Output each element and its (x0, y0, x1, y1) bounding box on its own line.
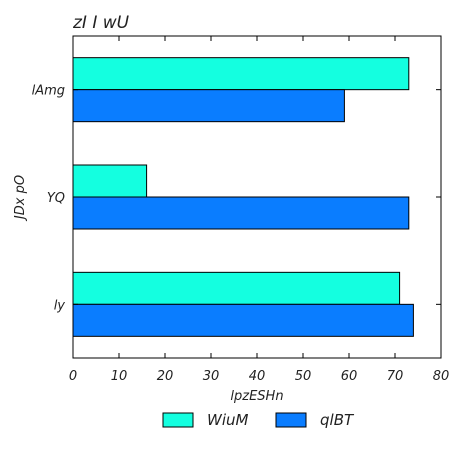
bar-qlbt-lamg (72, 89, 345, 123)
x-tick-label: 80 (433, 369, 450, 384)
x-tick-label: 50 (295, 369, 312, 384)
x-tick-label: 20 (157, 369, 174, 384)
x-tick-label: 10 (111, 369, 128, 384)
y-tick-label: ly (54, 298, 66, 313)
y-tick-label: YQ (47, 191, 65, 206)
y-tick-label: lAmg (32, 84, 65, 99)
x-tick-label: 70 (387, 369, 404, 384)
x-axis-label: lpzESHn (230, 389, 283, 404)
legend-label-qlbt: qlBT (320, 411, 355, 429)
x-tick-label: 0 (69, 369, 77, 384)
x-tick-label: 40 (249, 369, 266, 384)
bar-wium-yq (72, 164, 148, 198)
axis-ticks: 0 10 20 30 40 50 60 70 80 lAmg YQ ly (32, 36, 450, 384)
bar-wium-ly (72, 271, 401, 305)
x-tick-label: 30 (203, 369, 220, 384)
x-tick-label: 60 (341, 369, 358, 384)
chart-title: zI I wU (72, 13, 130, 33)
bar-qlbt-yq (72, 196, 410, 230)
bar-qlbt-ly (72, 303, 414, 337)
legend: WiuM qlBT (162, 411, 355, 429)
legend-swatch-qlbt (275, 412, 307, 428)
bar-wium-lamg (72, 57, 410, 91)
y-axis-label: JDx pO (13, 175, 28, 222)
legend-swatch-wium (162, 412, 194, 428)
legend-label-wium: WiuM (207, 411, 249, 429)
bars (72, 57, 414, 337)
